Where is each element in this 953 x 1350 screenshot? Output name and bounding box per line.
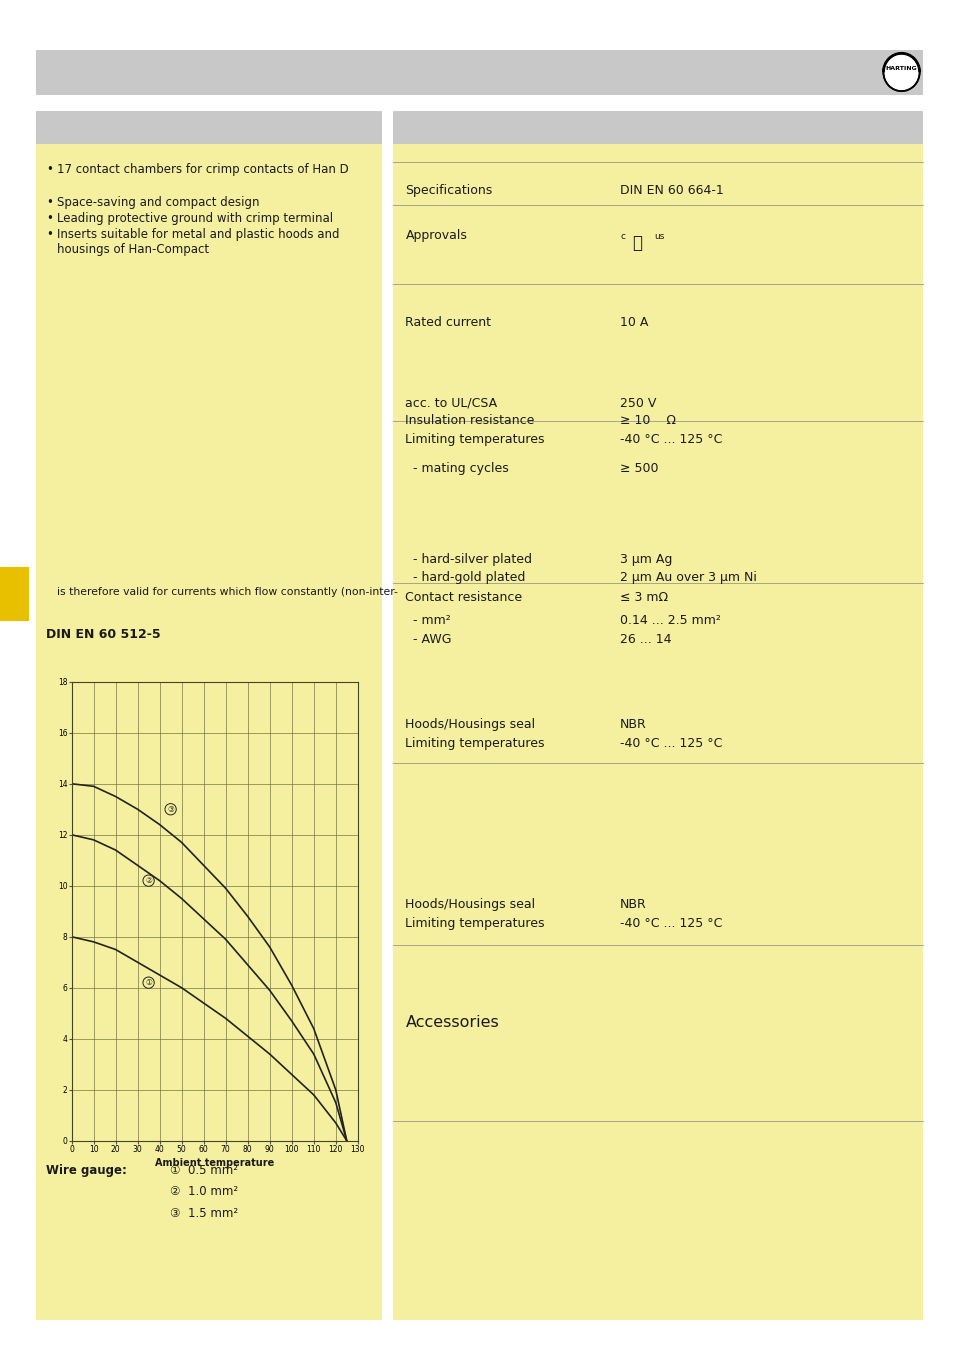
Text: ③: ③ [167, 805, 173, 814]
Text: Insulation resistance: Insulation resistance [405, 414, 535, 428]
X-axis label: Ambient temperature: Ambient temperature [154, 1158, 274, 1168]
Text: •: • [46, 196, 52, 209]
Text: 26 ... 14: 26 ... 14 [619, 633, 671, 647]
Text: ③  1.5 mm²: ③ 1.5 mm² [170, 1207, 237, 1220]
Text: ①: ① [145, 979, 152, 987]
Ellipse shape [882, 53, 919, 92]
Text: 250 V: 250 V [619, 397, 656, 410]
Text: NBR: NBR [619, 718, 646, 732]
FancyBboxPatch shape [36, 111, 381, 1320]
Text: Contact resistance: Contact resistance [405, 591, 522, 605]
Text: Space-saving and compact design: Space-saving and compact design [57, 196, 259, 209]
Text: Hoods/Housings seal: Hoods/Housings seal [405, 718, 535, 732]
Text: ≥ 500: ≥ 500 [619, 462, 658, 475]
Text: -40 °C ... 125 °C: -40 °C ... 125 °C [619, 737, 721, 751]
Text: Approvals: Approvals [405, 230, 467, 243]
Text: 2 μm Au over 3 μm Ni: 2 μm Au over 3 μm Ni [619, 571, 756, 585]
Text: acc. to UL/CSA: acc. to UL/CSA [405, 397, 497, 410]
Text: Limiting temperatures: Limiting temperatures [405, 433, 544, 447]
Text: - AWG: - AWG [405, 633, 452, 647]
Text: DIN EN 60 512-5: DIN EN 60 512-5 [46, 628, 160, 641]
Text: ②: ② [145, 876, 152, 886]
FancyBboxPatch shape [393, 111, 923, 144]
Text: Ⓓ: Ⓓ [632, 234, 641, 251]
Text: is therefore valid for currents which flow constantly (non-inter-: is therefore valid for currents which fl… [57, 587, 397, 597]
Text: Limiting temperatures: Limiting temperatures [405, 737, 544, 751]
Text: Accessories: Accessories [405, 1015, 498, 1030]
Text: ②  1.0 mm²: ② 1.0 mm² [170, 1185, 237, 1199]
Text: ≥ 10    Ω: ≥ 10 Ω [619, 414, 676, 428]
FancyBboxPatch shape [36, 50, 923, 94]
Text: - mm²: - mm² [405, 614, 451, 628]
Text: Hoods/Housings seal: Hoods/Housings seal [405, 898, 535, 911]
Text: 0.14 ... 2.5 mm²: 0.14 ... 2.5 mm² [619, 614, 720, 628]
Text: NBR: NBR [619, 898, 646, 911]
Text: ①  0.5 mm²: ① 0.5 mm² [170, 1164, 237, 1177]
Text: •: • [46, 228, 52, 242]
Text: Inserts suitable for metal and plastic hoods and
housings of Han-Compact: Inserts suitable for metal and plastic h… [57, 228, 339, 256]
Text: c: c [619, 232, 624, 242]
Text: 17 contact chambers for crimp contacts of Han D: 17 contact chambers for crimp contacts o… [57, 163, 349, 177]
Text: 3 μm Ag: 3 μm Ag [619, 554, 672, 567]
Text: Limiting temperatures: Limiting temperatures [405, 917, 544, 930]
Text: Wire gauge:: Wire gauge: [46, 1164, 127, 1177]
Text: Leading protective ground with crimp terminal: Leading protective ground with crimp ter… [57, 212, 333, 225]
Text: us: us [654, 232, 664, 242]
Text: •: • [46, 163, 52, 177]
Text: ≤ 3 mΩ: ≤ 3 mΩ [619, 591, 667, 605]
Text: - mating cycles: - mating cycles [405, 462, 509, 475]
FancyBboxPatch shape [36, 111, 381, 144]
Text: HARTING: HARTING [884, 66, 917, 70]
Text: - hard-silver plated: - hard-silver plated [405, 554, 532, 567]
Text: -40 °C ... 125 °C: -40 °C ... 125 °C [619, 433, 721, 447]
FancyBboxPatch shape [393, 111, 923, 1320]
Text: -40 °C ... 125 °C: -40 °C ... 125 °C [619, 917, 721, 930]
Text: Rated current: Rated current [405, 316, 491, 329]
Text: 10 A: 10 A [619, 316, 648, 329]
Text: •: • [46, 212, 52, 225]
FancyBboxPatch shape [0, 567, 29, 621]
Text: DIN EN 60 664-1: DIN EN 60 664-1 [619, 184, 723, 197]
Text: Specifications: Specifications [405, 184, 492, 197]
Text: - hard-gold plated: - hard-gold plated [405, 571, 525, 585]
